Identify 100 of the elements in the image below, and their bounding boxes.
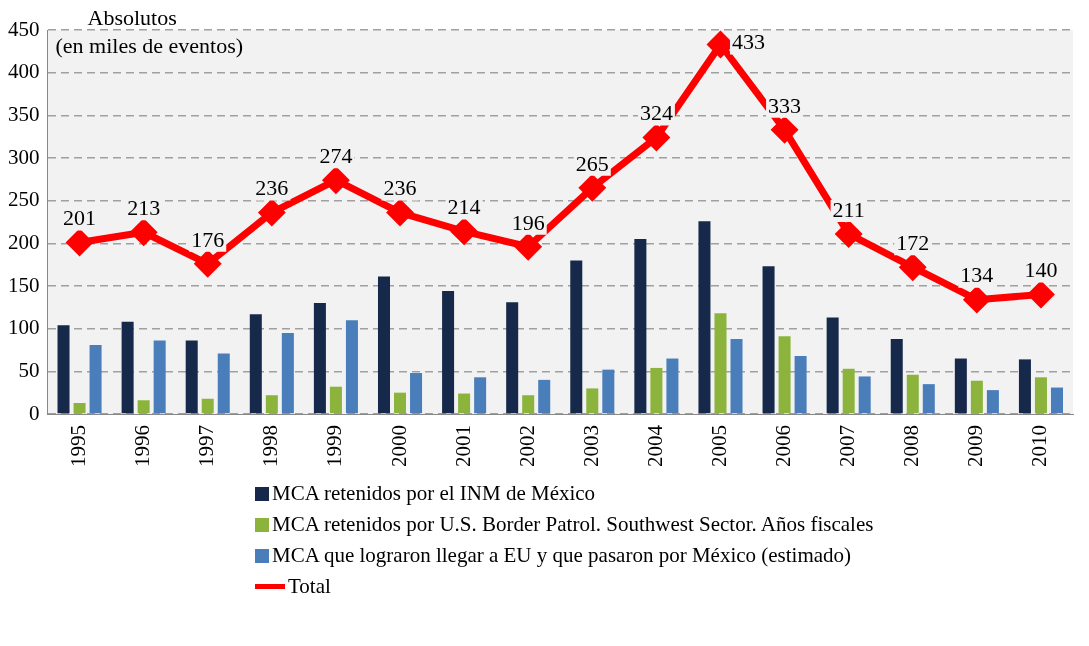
bar — [730, 338, 743, 414]
bar — [954, 358, 967, 414]
y-axis-title: Absolutos — [87, 4, 177, 30]
x-tick-label: 2000 — [386, 425, 411, 467]
bar — [538, 379, 551, 414]
point — [131, 219, 157, 245]
bar — [1050, 387, 1063, 414]
bar — [794, 355, 807, 414]
x-tick-label: 1996 — [130, 425, 155, 467]
bar — [121, 321, 134, 414]
y-tick-label: 200 — [8, 229, 40, 254]
bar — [634, 239, 647, 414]
bar — [201, 398, 214, 414]
point — [515, 234, 541, 260]
x-tick-label: 2001 — [450, 425, 475, 467]
bar — [714, 313, 727, 414]
data-label: 333 — [768, 92, 802, 118]
bar — [778, 336, 791, 414]
data-label: 324 — [639, 100, 673, 126]
bar — [345, 320, 358, 414]
point — [836, 221, 862, 247]
point — [900, 254, 926, 280]
data-label: 274 — [319, 142, 353, 168]
x-tick-label: 2002 — [514, 425, 539, 467]
bar — [474, 377, 487, 414]
bar — [313, 303, 326, 414]
y-tick-label: 350 — [8, 101, 40, 126]
bar — [153, 340, 166, 414]
x-tick-label: 1999 — [322, 425, 347, 467]
data-label: 201 — [63, 205, 97, 231]
bar — [970, 380, 983, 414]
bar — [377, 276, 390, 414]
bar — [762, 266, 775, 414]
y-tick-label: 0 — [29, 400, 40, 425]
data-label: 134 — [960, 262, 994, 288]
point — [643, 125, 669, 151]
bar — [986, 390, 999, 414]
point — [67, 229, 93, 255]
data-label: 176 — [191, 226, 225, 252]
annotation: (en miles de eventos) — [55, 32, 244, 58]
bar — [650, 367, 663, 414]
x-tick-label: 2005 — [707, 425, 731, 467]
data-label: 433 — [731, 29, 765, 55]
y-tick-label: 400 — [8, 59, 40, 84]
bar — [73, 402, 86, 414]
bar — [922, 384, 935, 414]
data-label: 236 — [255, 175, 289, 201]
point — [964, 287, 990, 313]
point — [195, 251, 221, 277]
bar — [89, 344, 102, 414]
bar — [137, 400, 150, 414]
bar — [602, 369, 615, 414]
bar — [249, 314, 262, 414]
x-tick-label: 2003 — [578, 425, 603, 467]
bar — [442, 291, 455, 414]
data-label: 236 — [383, 175, 417, 201]
x-tick-label: 2007 — [835, 425, 860, 467]
bar — [906, 374, 919, 414]
bar — [506, 302, 519, 414]
x-tick-label: 2010 — [1027, 425, 1052, 467]
x-tick-label: 2006 — [771, 425, 796, 467]
x-tick-label: 1995 — [66, 425, 91, 467]
data-label: 211 — [832, 196, 865, 222]
bar — [666, 358, 679, 414]
x-tick-label: 1998 — [258, 425, 283, 467]
bar — [410, 373, 423, 414]
y-tick-label: 100 — [8, 315, 40, 340]
bar — [1018, 359, 1031, 414]
bar — [281, 332, 294, 414]
y-tick-label: 150 — [8, 272, 40, 297]
x-tick-label: 2004 — [642, 424, 667, 467]
x-tick-label: 2008 — [899, 425, 924, 467]
y-tick-label: 300 — [8, 144, 40, 169]
data-label: 265 — [575, 150, 609, 176]
bar — [57, 325, 70, 414]
point — [772, 117, 798, 143]
bar — [329, 386, 342, 414]
y-tick-label: 50 — [18, 357, 40, 382]
point — [579, 175, 605, 201]
bar — [185, 340, 198, 414]
bar — [890, 338, 903, 414]
bar — [570, 260, 583, 414]
bar — [842, 368, 855, 414]
x-tick-label: 1997 — [194, 425, 219, 467]
data-label: 196 — [511, 209, 545, 235]
legend-label: Total — [288, 574, 331, 599]
x-tick-label: 2009 — [963, 425, 988, 467]
legend-label: MCA que lograron llegar a EU y que pasaron por México (estimado) — [272, 543, 852, 568]
legend-label: MCA retenidos por U.S. Border Patrol. Southwest Sector. Años fiscales — [272, 512, 874, 537]
bar — [394, 392, 407, 414]
bar — [586, 388, 599, 414]
y-tick-label: 450 — [8, 16, 40, 41]
data-label: 214 — [447, 194, 481, 220]
point — [451, 218, 477, 244]
legend-label: MCA retenidos por el INM de México — [272, 481, 596, 506]
point — [1028, 282, 1054, 308]
bar — [826, 317, 839, 414]
data-label: 172 — [896, 230, 930, 256]
data-label: 213 — [127, 195, 161, 221]
bar — [1034, 377, 1047, 414]
